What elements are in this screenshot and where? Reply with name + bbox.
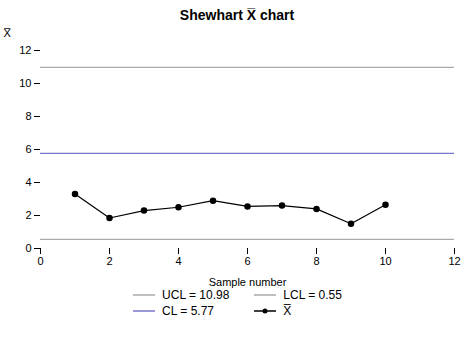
svg-text:10: 10 — [19, 77, 31, 89]
svg-text:6: 6 — [25, 143, 31, 155]
html-text:CL = 5.77: CL = 5.77 — [162, 304, 214, 318]
html-text:X̅: X̅ — [283, 304, 292, 318]
svg-text:12: 12 — [448, 255, 460, 267]
html-text:UCL = 10.98: UCL = 10.98 — [162, 288, 230, 302]
svg-text:2: 2 — [25, 209, 31, 221]
svg-text:8: 8 — [25, 110, 31, 122]
html-text:LCL = 0.55: LCL = 0.55 — [283, 288, 342, 302]
svg-text:6: 6 — [244, 255, 250, 267]
svg-text:X̅: X̅ — [3, 27, 11, 39]
html-text:Shewhart X̅ chart: Shewhart X̅ chart — [179, 7, 295, 23]
svg-text:0: 0 — [37, 255, 43, 267]
svg-text:Sample number: Sample number — [209, 276, 287, 288]
svg-text:0: 0 — [25, 242, 31, 254]
svg-text:2: 2 — [106, 255, 112, 267]
svg-text:10: 10 — [379, 255, 391, 267]
svg-text:4: 4 — [175, 255, 181, 267]
svg-text:4: 4 — [25, 176, 31, 188]
svg-text:8: 8 — [313, 255, 319, 267]
svg-text:12: 12 — [19, 44, 31, 56]
